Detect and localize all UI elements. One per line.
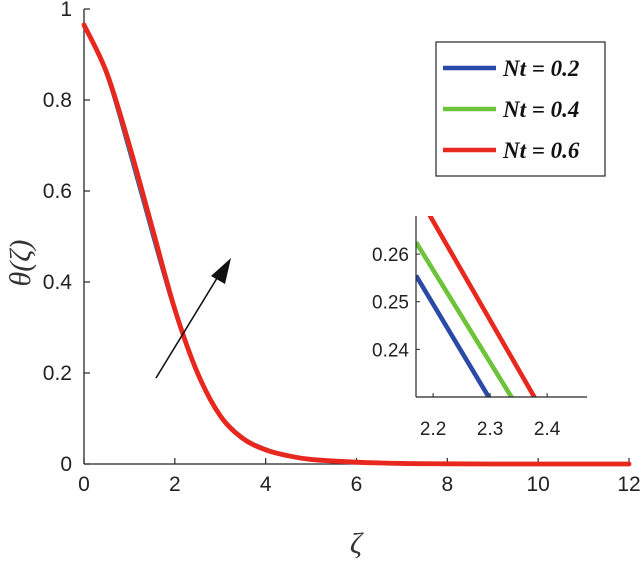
x-tick-label: 6 — [351, 473, 363, 496]
x-tick-label: 4 — [260, 473, 272, 496]
x-tick-label: 8 — [441, 473, 453, 496]
inset-series-line-nt-0-4 — [416, 240, 515, 397]
inset-y-tick-label: 0.24 — [372, 340, 409, 361]
series-line-nt-0-6 — [81, 22, 632, 467]
x-axis-label: ζ — [350, 527, 364, 560]
y-tick-label: 0 — [60, 453, 72, 476]
legend-label-nt-0-4: Nt = 0.4 — [502, 97, 579, 122]
y-tick-label: 0.8 — [43, 89, 72, 112]
inset-series-line-nt-0-6 — [427, 216, 537, 397]
x-tick-label: 10 — [526, 473, 549, 496]
main-plot: 0 2 4 6 8 10 12 0 0.2 0.4 0.6 0.8 1 — [43, 0, 641, 496]
x-tick-label: 12 — [617, 473, 640, 496]
inset-series-line-nt-0-2 — [416, 274, 492, 397]
trend-arrow-head — [211, 258, 231, 284]
legend-label-nt-0-2: Nt = 0.2 — [502, 56, 579, 81]
inset-x-tick-label: 2.4 — [534, 419, 561, 440]
x-tick-label: 0 — [78, 473, 90, 496]
x-tick-label: 2 — [169, 473, 181, 496]
inset-background — [416, 216, 587, 397]
inset-x-tick-label: 2.3 — [477, 419, 503, 440]
y-tick-label: 0.4 — [43, 271, 73, 294]
trend-arrow-shaft — [155, 269, 223, 379]
inset-series-group — [416, 216, 537, 397]
trend-arrow — [155, 258, 231, 379]
y-axis-label: θ(ζ) — [4, 240, 37, 287]
inset-y-tick-label: 0.25 — [372, 293, 409, 314]
y-tick-label: 1 — [60, 0, 72, 21]
inset-x-tick-label: 2.2 — [420, 419, 446, 440]
inset-plot: 2.2 2.3 2.4 0.24 0.25 0.26 — [372, 216, 587, 440]
y-tick-label: 0.6 — [43, 180, 72, 203]
legend-label-nt-0-6: Nt = 0.6 — [502, 138, 580, 163]
legend: Nt = 0.2 Nt = 0.4 Nt = 0.6 — [435, 41, 606, 177]
y-tick-label: 0.2 — [43, 362, 72, 385]
inset-y-tick-label: 0.26 — [372, 245, 409, 266]
